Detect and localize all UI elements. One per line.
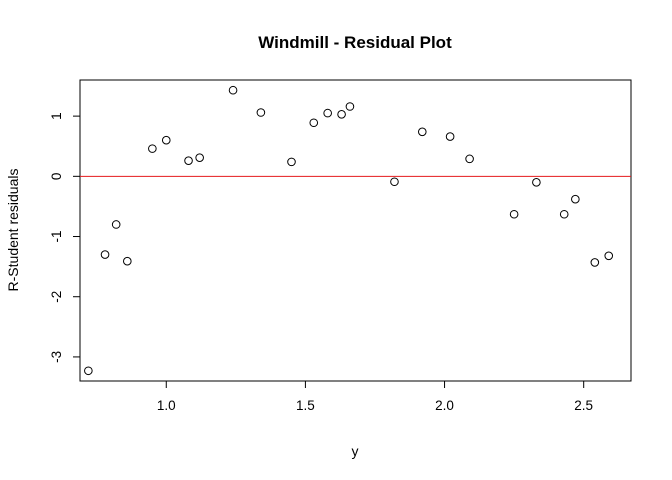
data-point [161, 135, 171, 145]
x-tick-label: 1.5 [296, 398, 315, 413]
data-point [417, 127, 427, 137]
data-point [559, 209, 569, 219]
y-axis: -3 -2 -1 0 1 [49, 112, 81, 363]
plot-frame [79, 79, 632, 382]
y-tick-label: -1 [49, 231, 64, 243]
data-point [345, 102, 355, 111]
y-axis-label: R-Student residuals [5, 169, 21, 292]
data-point [390, 177, 399, 187]
data-point [111, 220, 121, 229]
data-point [532, 178, 541, 187]
data-point [84, 366, 93, 376]
data-point [465, 154, 474, 164]
x-tick-label: 2.5 [574, 398, 593, 413]
y-tick-label: 0 [49, 173, 64, 181]
x-tick-label: 2.0 [435, 398, 454, 413]
x-tick-label: 1.0 [157, 398, 176, 413]
data-point [604, 251, 614, 261]
y-tick-label: -2 [49, 291, 64, 303]
data-point [287, 157, 296, 167]
data-point [195, 153, 204, 162]
data-point [590, 258, 600, 267]
data-point [509, 209, 519, 219]
data-point [184, 156, 193, 165]
data-point [228, 85, 238, 95]
x-axis-label: y [352, 443, 359, 459]
data-points [84, 85, 614, 376]
data-point [309, 118, 319, 128]
x-axis: 1.0 1.5 2.0 2.5 [157, 380, 593, 413]
chart-title: Windmill - Residual Plot [258, 33, 452, 52]
data-point [100, 250, 110, 259]
y-tick-label: 1 [49, 112, 64, 120]
y-tick-label: -3 [49, 351, 64, 363]
data-point [323, 108, 332, 118]
data-point [337, 110, 346, 119]
data-point [123, 256, 132, 266]
data-point [571, 194, 580, 204]
data-point [445, 132, 455, 141]
data-point [148, 144, 157, 153]
data-point [256, 108, 266, 117]
